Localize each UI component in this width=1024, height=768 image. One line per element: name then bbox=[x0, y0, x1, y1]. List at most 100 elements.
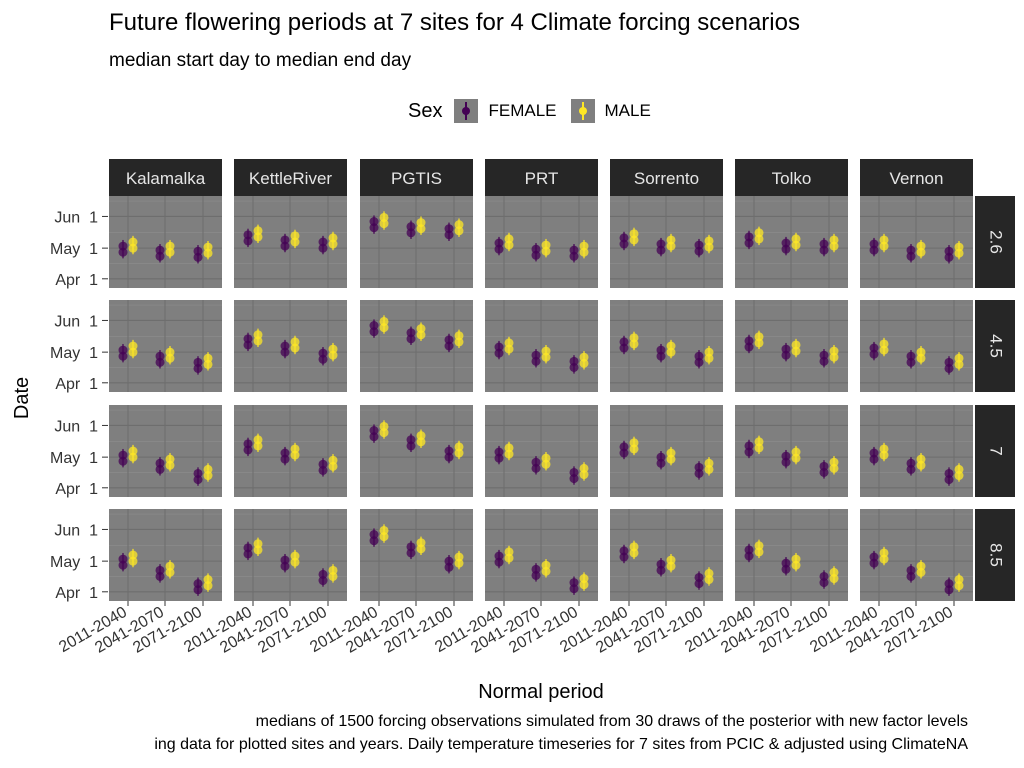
panel-PGTIS-7 bbox=[360, 405, 473, 497]
point-female bbox=[531, 570, 541, 580]
point-female bbox=[280, 241, 290, 251]
point-male bbox=[541, 352, 551, 362]
point-male bbox=[128, 556, 138, 566]
point-male bbox=[504, 240, 514, 250]
panel-Kalamalka-7 bbox=[109, 405, 222, 497]
panel-PRT-2.6 bbox=[485, 196, 598, 288]
strip-Kalamalka bbox=[109, 159, 222, 196]
point-female bbox=[369, 327, 379, 337]
point-female bbox=[318, 354, 328, 364]
point-male bbox=[916, 247, 926, 257]
panel-Kalamalka-2.6 bbox=[109, 196, 222, 288]
point-male bbox=[791, 560, 801, 570]
point-male bbox=[541, 459, 551, 469]
point-female bbox=[656, 565, 666, 575]
row-strip-4.5 bbox=[975, 300, 1015, 392]
point-female bbox=[619, 343, 629, 353]
point-male bbox=[290, 450, 300, 460]
point-male bbox=[579, 247, 589, 257]
point-female bbox=[944, 475, 954, 485]
y-tick-label: Jun 1 bbox=[54, 522, 98, 539]
legend-label-male: MALE bbox=[604, 101, 651, 120]
strip-label: Vernon bbox=[890, 169, 944, 188]
point-male bbox=[253, 232, 263, 242]
point-female bbox=[318, 243, 328, 253]
point-male bbox=[666, 561, 676, 571]
point-male bbox=[379, 323, 389, 333]
point-male bbox=[379, 428, 389, 438]
point-female bbox=[694, 246, 704, 256]
point-female bbox=[869, 245, 879, 255]
point-male bbox=[165, 247, 175, 257]
point-female bbox=[781, 564, 791, 574]
panel-PRT-7 bbox=[485, 405, 598, 497]
y-tick-label: Apr 1 bbox=[55, 585, 98, 602]
point-male bbox=[791, 453, 801, 463]
panel-Vernon-8.5 bbox=[860, 509, 973, 601]
panel-Sorrento-7 bbox=[610, 405, 723, 497]
legend-label-female: FEMALE bbox=[488, 101, 557, 120]
point-female bbox=[406, 334, 416, 344]
panel-KettleRiver-4.5 bbox=[234, 300, 347, 392]
panel-KettleRiver-8.5 bbox=[234, 509, 347, 601]
point-male bbox=[379, 219, 389, 229]
point-female bbox=[193, 585, 203, 595]
point-female bbox=[155, 464, 165, 474]
strip-label: KettleRiver bbox=[249, 169, 332, 188]
point-male bbox=[791, 240, 801, 250]
point-male bbox=[954, 581, 964, 591]
point-male bbox=[379, 532, 389, 542]
point-female bbox=[193, 475, 203, 485]
point-male bbox=[629, 444, 639, 454]
point-male bbox=[416, 544, 426, 554]
point-male bbox=[791, 346, 801, 356]
point-female bbox=[944, 252, 954, 262]
point-male bbox=[328, 239, 338, 249]
point-female bbox=[243, 236, 253, 246]
point-female bbox=[744, 238, 754, 248]
point-male bbox=[579, 580, 589, 590]
point-female bbox=[444, 230, 454, 240]
point-male bbox=[253, 441, 263, 451]
y-tick-label: Apr 1 bbox=[55, 481, 98, 498]
strip-Vernon bbox=[860, 159, 973, 196]
point-female bbox=[444, 562, 454, 572]
x-axis-title: Normal period bbox=[478, 681, 604, 703]
point-male bbox=[754, 234, 764, 244]
y-axis-title: Date bbox=[11, 377, 33, 419]
point-male bbox=[666, 454, 676, 464]
point-female bbox=[531, 463, 541, 473]
point-male bbox=[829, 352, 839, 362]
point-female bbox=[906, 571, 916, 581]
panel-PGTIS-4.5 bbox=[360, 300, 473, 392]
point-male bbox=[579, 470, 589, 480]
point-female bbox=[906, 357, 916, 367]
point-female bbox=[243, 445, 253, 455]
point-female bbox=[744, 551, 754, 561]
strip-label: Sorrento bbox=[634, 169, 699, 188]
point-female bbox=[118, 456, 128, 466]
point-female bbox=[944, 363, 954, 373]
point-male bbox=[704, 353, 714, 363]
point-male bbox=[203, 248, 213, 258]
panel-Tolko-8.5 bbox=[735, 509, 848, 601]
point-male bbox=[290, 343, 300, 353]
point-male bbox=[203, 359, 213, 369]
strip-Tolko bbox=[735, 159, 848, 196]
point-female bbox=[819, 245, 829, 255]
panel-PGTIS-2.6 bbox=[360, 196, 473, 288]
point-female bbox=[819, 578, 829, 588]
point-female bbox=[569, 251, 579, 261]
point-male bbox=[504, 553, 514, 563]
point-female bbox=[406, 441, 416, 451]
point-female bbox=[406, 548, 416, 558]
point-female bbox=[280, 454, 290, 464]
row-strip-label: 4.5 bbox=[987, 334, 1006, 358]
legend-key-female bbox=[454, 99, 479, 123]
point-female bbox=[694, 579, 704, 589]
point-female bbox=[869, 558, 879, 568]
chart-title: Future flowering periods at 7 sites for … bbox=[109, 9, 800, 36]
point-male bbox=[454, 226, 464, 236]
point-male bbox=[629, 235, 639, 245]
point-female bbox=[369, 223, 379, 233]
